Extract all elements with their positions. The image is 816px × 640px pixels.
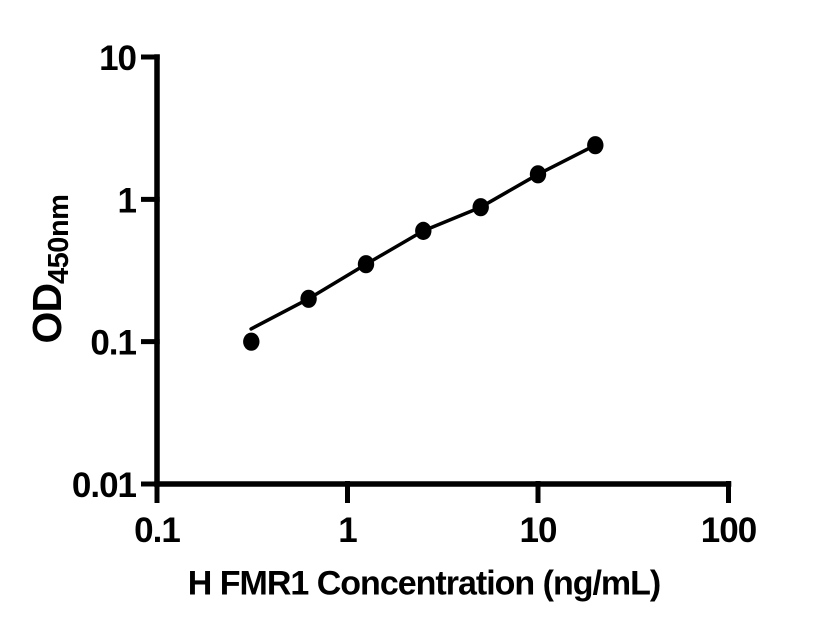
x-tick-label: 1: [338, 511, 357, 550]
data-point-marker: [243, 332, 260, 351]
x-tick-label: 100: [701, 511, 757, 550]
y-tick-label: 10: [99, 39, 136, 78]
data-point-marker: [587, 136, 604, 155]
data-point-marker: [300, 289, 317, 308]
data-point-marker: [357, 255, 375, 274]
y-tick-label: 0.1: [90, 324, 136, 363]
data-point-marker: [529, 165, 547, 184]
y-tick-label: 0.01: [72, 466, 137, 505]
data-point-marker: [472, 198, 489, 217]
y-tick-label: 1: [118, 181, 137, 220]
y-axis-title-main: OD: [24, 283, 70, 344]
x-tick-label: 0.1: [134, 511, 180, 550]
data-point-marker: [415, 221, 432, 240]
x-tick-label: 10: [520, 511, 557, 550]
y-axis-title: OD450nm: [24, 195, 76, 344]
y-axis-title-subscript: 450nm: [43, 194, 75, 284]
x-axis-title: H FMR1 Concentration (ng/mL): [187, 564, 662, 603]
